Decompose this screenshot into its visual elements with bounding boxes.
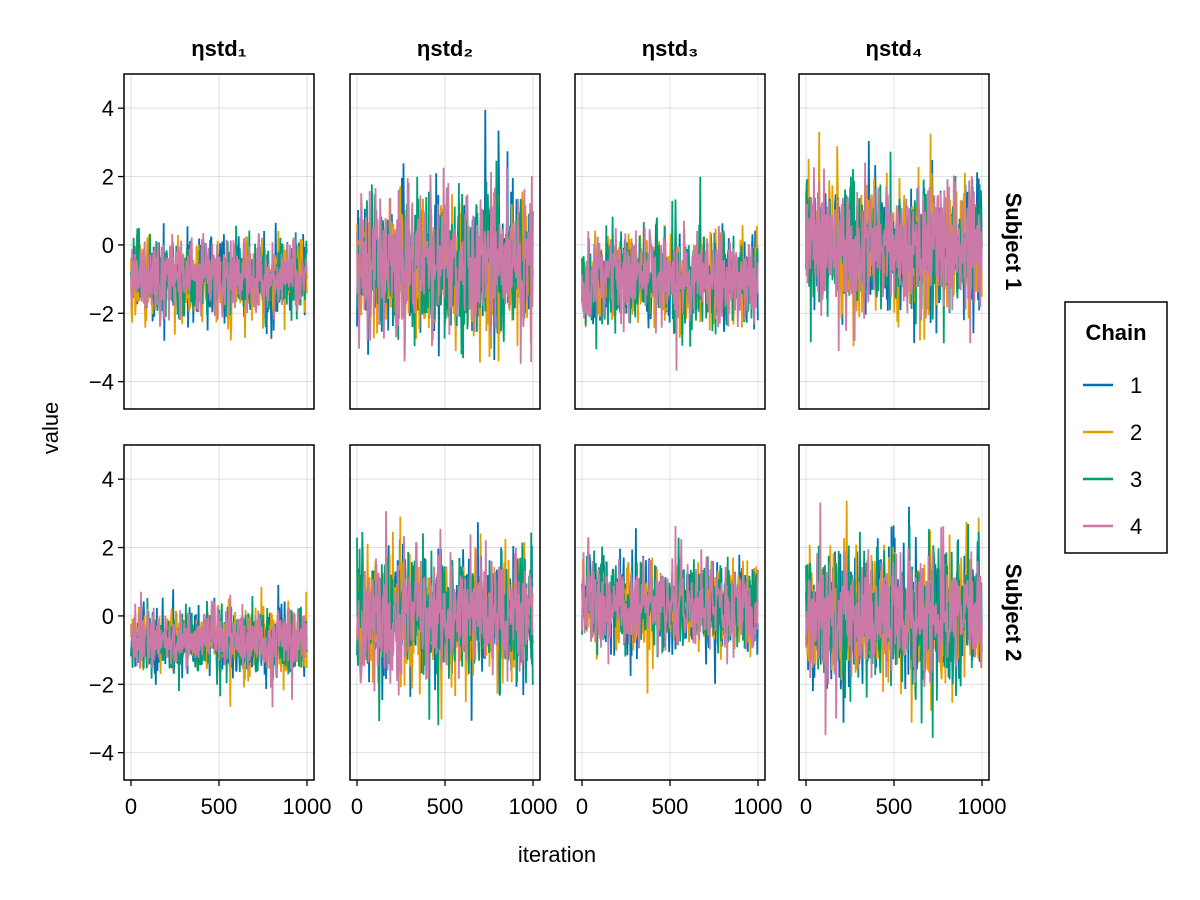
x-tick-label: 500 [427, 794, 464, 819]
legend: Chain 1 2 3 4 [1064, 301, 1168, 554]
y-tick-label: −4 [89, 370, 114, 395]
column-title: ηstd₁ [191, 36, 247, 61]
panel: 0 500 1000 [798, 444, 1007, 819]
y-tick-label: 2 [102, 536, 114, 561]
panel [574, 73, 766, 410]
panel [349, 73, 541, 410]
panel: −4 −2 0 2 4 0 500 1000 [89, 444, 332, 819]
series-line-chain-4 [581, 220, 759, 371]
column-title: ηstd₄ [866, 36, 923, 61]
x-tick-label: 1000 [958, 794, 1007, 819]
y-tick-label: −4 [89, 741, 114, 766]
y-tick-label: −2 [89, 672, 114, 697]
x-axis-label: iteration [518, 842, 596, 867]
x-tick-label: 1000 [509, 794, 558, 819]
y-tick-label: 4 [102, 96, 114, 121]
x-tick-label: 500 [876, 794, 913, 819]
series-line-chain-4 [356, 167, 534, 364]
labels-layer: iteration value ηstd₁ ηstd₂ ηstd₃ ηstd₄ Subj… [38, 36, 1026, 867]
row-label: Subject 1 [1001, 193, 1026, 291]
series-line-chain-4 [356, 511, 534, 696]
x-tick-label: 0 [800, 794, 812, 819]
series-line-chain-4 [130, 591, 308, 708]
legend-label: 2 [1130, 420, 1142, 445]
column-title: ηstd₂ [417, 36, 473, 61]
x-tick-label: 1000 [283, 794, 332, 819]
row-label: Subject 2 [1001, 564, 1026, 662]
legend-label: 4 [1130, 514, 1142, 539]
x-tick-label: 0 [351, 794, 363, 819]
panel-frame [349, 73, 541, 410]
x-tick-label: 0 [576, 794, 588, 819]
y-tick-label: 2 [102, 165, 114, 190]
y-axis-label: value [38, 402, 63, 455]
panels-layer: −4 −2 0 2 4 −4 −2 0 2 4 0 500 1000 0 500 1000 0 500 1000 0 5… [89, 73, 1007, 819]
legend-label: 3 [1130, 467, 1142, 492]
legend-title: Chain [1085, 320, 1146, 345]
legend-box [1064, 301, 1168, 554]
panel-frame [574, 73, 766, 410]
panel: 0 500 1000 [574, 444, 783, 819]
panel-frame [123, 73, 315, 410]
y-tick-label: 4 [102, 467, 114, 492]
y-tick-label: 0 [102, 604, 114, 629]
legend-label: 1 [1130, 373, 1142, 398]
x-tick-label: 0 [125, 794, 137, 819]
column-title: ηstd₃ [642, 36, 699, 61]
series-line-chain-3 [356, 160, 534, 359]
panel [798, 73, 990, 410]
x-tick-label: 500 [652, 794, 689, 819]
y-tick-label: −2 [89, 301, 114, 326]
y-tick-label: 0 [102, 233, 114, 258]
series-line-chain-4 [805, 162, 983, 351]
series-line-chain-4 [130, 233, 308, 327]
panel: 0 500 1000 [349, 444, 558, 819]
x-tick-label: 1000 [734, 794, 783, 819]
legend-entries: 1 2 3 4 [1083, 373, 1142, 539]
x-tick-label: 500 [201, 794, 238, 819]
panel-frame [798, 73, 990, 410]
panel: −4 −2 0 2 4 [89, 73, 315, 410]
series-line-chain-4 [805, 502, 983, 736]
series-line-chain-4 [581, 525, 759, 665]
